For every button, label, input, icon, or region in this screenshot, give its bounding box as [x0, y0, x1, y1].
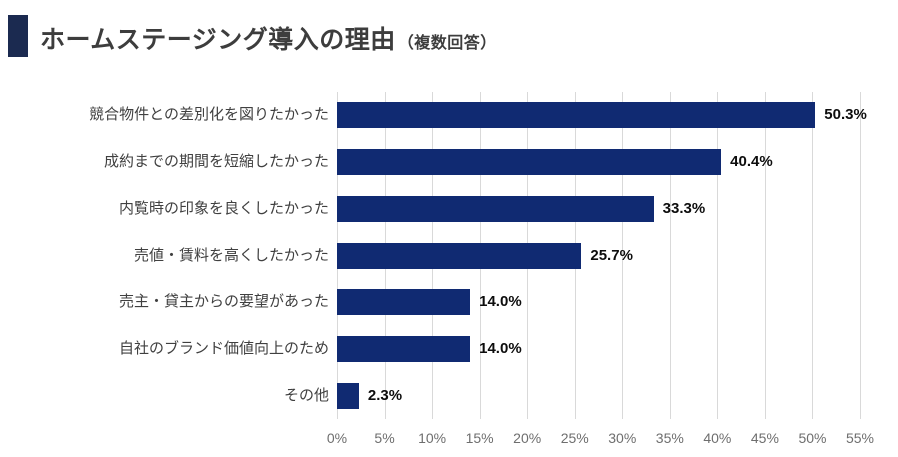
x-axis-tick-label: 40% — [703, 430, 732, 446]
x-axis: 0% 5% 10% 15% 20% 25% 30% 35% 40% 45% 50% 55% — [327, 430, 874, 450]
value-label: 50.3% — [824, 106, 867, 124]
value-label: 33.3% — [662, 199, 706, 217]
x-axis-tick-label: 30% — [608, 430, 637, 446]
category-label: その他 — [283, 386, 329, 404]
category-label: 売主・貸主からの要望があった — [118, 293, 329, 311]
x-axis-tick-label: 50% — [798, 430, 827, 446]
gridline — [812, 92, 814, 419]
value-label: 25.7% — [590, 246, 633, 264]
x-axis-tick-label: 0% — [326, 430, 348, 446]
plot-area: 50.3% 40.4% 33.3% 25.7% 14.0% 14.0% 2.3% — [337, 92, 867, 419]
bar — [337, 195, 654, 222]
gridline — [622, 92, 624, 419]
bar — [337, 382, 359, 409]
bar — [337, 335, 471, 362]
gridline — [669, 92, 671, 419]
value-label: 2.3% — [367, 386, 403, 404]
chart-title: ホームステージング導入の理由 （複数回答） — [40, 20, 497, 56]
value-label: 14.0% — [479, 339, 522, 357]
value-label: 14.0% — [479, 293, 522, 311]
x-axis-tick-label: 45% — [750, 430, 779, 446]
chart-title-block: ホームステージング導入の理由 （複数回答） — [0, 0, 898, 70]
gridline — [717, 92, 719, 419]
category-label: 売値・賃料を高くしたかった — [133, 246, 329, 264]
category-label: 競合物件との差別化を図りたかった — [89, 106, 329, 124]
gridline — [764, 92, 766, 419]
chart-title-note: （複数回答） — [397, 35, 497, 52]
x-axis-tick-label: 5% — [374, 430, 395, 446]
category-label: 内覧時の印象を良くしたかった — [118, 199, 329, 217]
chart-title-text: ホームステージング導入の理由 — [40, 26, 396, 54]
x-axis-tick-label: 15% — [465, 430, 494, 446]
x-axis-tick-label: 35% — [655, 430, 684, 446]
bar — [337, 149, 722, 176]
x-axis-tick-label: 25% — [560, 430, 589, 446]
x-axis-tick-label: 20% — [513, 430, 542, 446]
bar — [337, 102, 816, 129]
gridline — [860, 92, 861, 419]
category-label: 成約までの期間を短縮したかった — [103, 153, 329, 171]
title-marker — [8, 15, 28, 57]
bar — [337, 289, 471, 316]
bar — [337, 242, 582, 269]
x-axis-tick-label: 55% — [845, 430, 875, 446]
x-axis-tick-label: 10% — [418, 430, 447, 446]
category-label: 自社のブランド価値向上のため — [118, 339, 329, 357]
value-label: 40.4% — [730, 153, 773, 171]
